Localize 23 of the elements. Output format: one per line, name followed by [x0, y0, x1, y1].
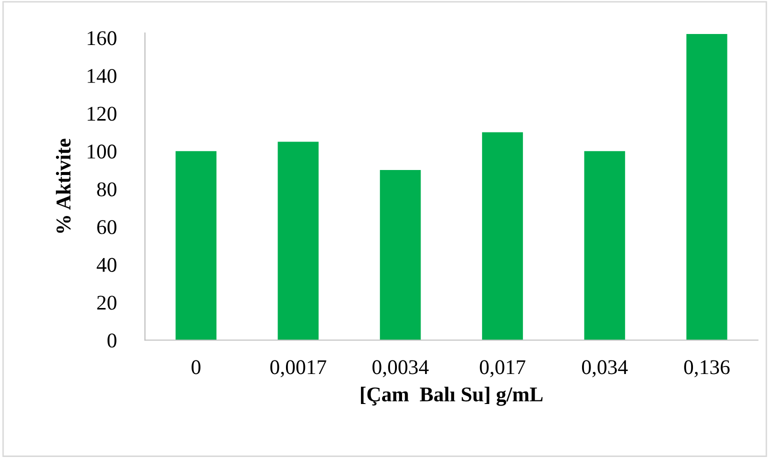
bar: [380, 170, 421, 340]
x-tick-label: 0,136: [684, 360, 730, 378]
x-axis-title: [Çam Balı Su] g/mL: [360, 386, 543, 406]
bar: [584, 151, 626, 340]
y-tick-label: 140: [88, 68, 116, 83]
y-tick-label: 80: [97, 182, 116, 196]
y-axis-title: % Aktivite: [56, 138, 71, 233]
y-tick-label: 0: [108, 333, 116, 348]
x-tick-label: 0,0034: [372, 360, 429, 378]
x-tick-label: 0,017: [480, 360, 526, 378]
y-tick-label: 120: [88, 106, 116, 121]
x-tick-label: 0: [192, 360, 200, 374]
y-tick-label: 20: [97, 296, 116, 310]
y-tick-label: 40: [96, 258, 116, 272]
bar: [176, 151, 216, 340]
x-tick-label: 0,034: [582, 360, 628, 378]
x-tick-label: 0,0017: [270, 360, 326, 378]
y-tick-label: 100: [88, 144, 116, 159]
y-tick-label: 60: [97, 220, 116, 234]
bar: [686, 34, 728, 340]
bar: [278, 142, 319, 340]
bar: [482, 132, 523, 340]
y-tick-label: 160: [88, 31, 116, 46]
